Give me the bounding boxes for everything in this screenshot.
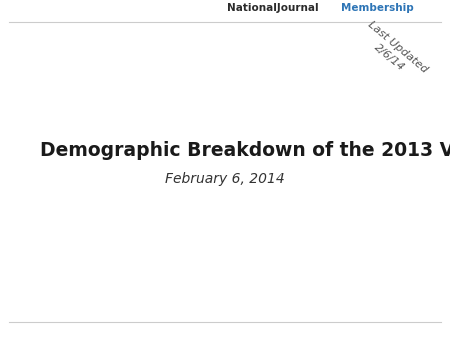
- Text: NationalJournal: NationalJournal: [227, 3, 319, 13]
- Text: Demographic Breakdown of the 2013 Vote Ratings: Demographic Breakdown of the 2013 Vote R…: [40, 141, 450, 160]
- Text: Last Updated
2/6/14: Last Updated 2/6/14: [358, 20, 430, 85]
- Text: February 6, 2014: February 6, 2014: [165, 172, 285, 186]
- Text: Membership: Membership: [341, 3, 414, 13]
